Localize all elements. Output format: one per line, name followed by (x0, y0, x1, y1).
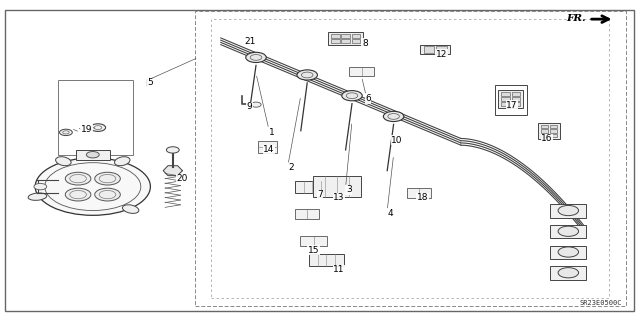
Bar (300, 236, 327, 246)
Text: 12: 12 (436, 50, 447, 59)
Text: 13: 13 (333, 193, 345, 202)
Text: 18: 18 (417, 193, 428, 202)
Ellipse shape (122, 205, 139, 213)
Circle shape (60, 129, 72, 136)
Circle shape (558, 268, 579, 278)
Bar (195, 11, 626, 306)
Bar (538, 123, 561, 138)
Bar (502, 102, 510, 106)
Bar (211, 19, 609, 298)
Bar (342, 39, 350, 43)
Circle shape (90, 124, 106, 131)
Bar (332, 39, 340, 43)
Text: 20: 20 (177, 174, 188, 183)
Text: 16: 16 (541, 134, 553, 143)
Text: SR23E0500C: SR23E0500C (580, 300, 622, 306)
Bar (420, 45, 450, 54)
Bar (332, 34, 340, 38)
Text: 3: 3 (346, 185, 351, 194)
Bar (502, 97, 510, 101)
Bar (550, 133, 557, 137)
Circle shape (95, 188, 120, 201)
Bar (499, 90, 524, 108)
Bar (342, 34, 350, 38)
Circle shape (297, 70, 317, 80)
Bar (58, 80, 133, 155)
Bar (495, 85, 527, 115)
Circle shape (246, 52, 266, 63)
Text: 1: 1 (269, 128, 275, 137)
Bar (550, 124, 557, 128)
Text: 8: 8 (362, 39, 367, 48)
Text: 2: 2 (289, 163, 294, 172)
Text: 10: 10 (391, 136, 403, 145)
Circle shape (35, 158, 150, 215)
Circle shape (251, 102, 261, 107)
Bar (76, 150, 110, 160)
Bar (550, 266, 586, 280)
Circle shape (558, 205, 579, 216)
Circle shape (95, 172, 120, 185)
Circle shape (558, 226, 579, 236)
Bar (541, 124, 548, 128)
Text: 14: 14 (263, 145, 275, 154)
Bar (295, 209, 319, 219)
Circle shape (86, 152, 99, 158)
Text: 15: 15 (308, 246, 319, 255)
Ellipse shape (28, 193, 47, 200)
Circle shape (558, 247, 579, 257)
Ellipse shape (115, 157, 130, 166)
Circle shape (65, 172, 91, 185)
Text: 19: 19 (81, 125, 92, 134)
Bar (436, 46, 447, 53)
Bar (328, 32, 364, 44)
Bar (258, 141, 277, 153)
Circle shape (34, 183, 47, 190)
Polygon shape (163, 166, 182, 176)
Bar (550, 204, 586, 218)
Bar (352, 34, 360, 38)
Text: 6: 6 (365, 94, 371, 103)
Bar (294, 181, 330, 193)
Bar (550, 246, 586, 259)
Bar (502, 92, 510, 96)
Text: 4: 4 (388, 209, 393, 218)
Text: 17: 17 (506, 101, 518, 110)
Text: 9: 9 (247, 102, 252, 111)
Bar (314, 176, 361, 197)
Bar (541, 133, 548, 137)
Bar (550, 129, 557, 133)
Bar (512, 97, 520, 101)
Text: 7: 7 (317, 190, 323, 199)
Bar (349, 67, 374, 76)
Text: 5: 5 (148, 78, 153, 87)
Circle shape (65, 188, 91, 201)
Circle shape (383, 111, 404, 122)
Bar (352, 39, 360, 43)
Text: 11: 11 (333, 265, 345, 274)
Bar (309, 254, 344, 266)
Bar (550, 225, 586, 238)
Circle shape (166, 147, 179, 153)
Bar (512, 102, 520, 106)
Bar (424, 46, 434, 53)
Ellipse shape (56, 157, 71, 166)
Circle shape (342, 91, 362, 101)
Bar (512, 92, 520, 96)
Bar (541, 129, 548, 133)
Text: FR.: FR. (566, 14, 586, 23)
Text: 21: 21 (244, 37, 255, 46)
Bar (407, 188, 431, 198)
